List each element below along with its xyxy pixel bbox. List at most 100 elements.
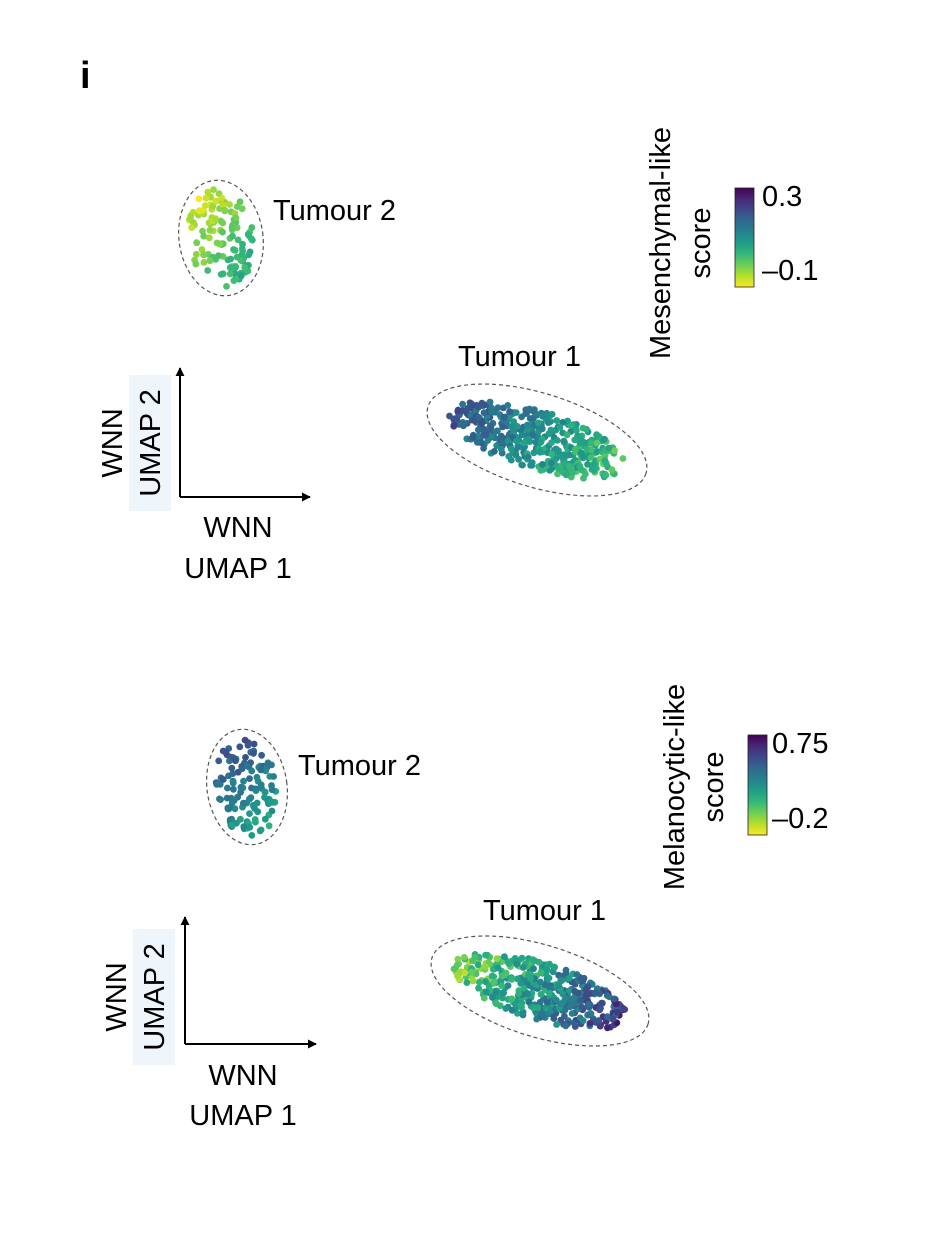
cell-point	[546, 989, 553, 997]
colorbar-title-line1: Melanocytic-like	[659, 684, 691, 890]
cell-point	[544, 419, 552, 426]
cell-point	[557, 1000, 565, 1008]
cell-point	[596, 455, 604, 463]
mesenchymal-umap-panel: Tumour 2 Tumour 1 WNN UMAP 2 WNN UMAP 1 0.3 –0.…	[97, 127, 818, 585]
cell-point	[250, 740, 258, 748]
cell-point	[230, 797, 238, 804]
cell-point	[237, 257, 245, 264]
cell-point	[539, 461, 546, 468]
cell-point	[584, 1011, 591, 1019]
cell-point	[228, 815, 236, 823]
cell-point	[525, 435, 532, 443]
cell-point	[523, 409, 530, 417]
ylabel-line2: UMAP 2	[135, 389, 167, 496]
melanocytic-umap-panel: Tumour 2 Tumour 1 WNN UMAP 2 WNN UMAP 1 0.75 –0…	[101, 684, 828, 1132]
cell-point	[186, 215, 194, 223]
cell-point	[604, 1013, 611, 1021]
cell-point	[188, 224, 196, 232]
cell-point	[474, 438, 481, 446]
cell-point	[537, 438, 545, 446]
cell-point	[250, 749, 257, 757]
cell-point	[593, 439, 601, 447]
cell-point	[232, 214, 240, 222]
cell-point	[459, 419, 467, 426]
cell-point	[602, 471, 610, 479]
cell-point	[506, 408, 513, 416]
cell-point	[555, 971, 563, 979]
cell-point	[219, 747, 227, 755]
cell-point	[257, 781, 265, 789]
cell-point	[542, 1004, 550, 1011]
cell-point	[583, 445, 591, 453]
cell-point	[543, 966, 551, 974]
cell-point	[565, 462, 573, 470]
cell-point	[498, 982, 506, 990]
cell-point	[240, 823, 248, 831]
cell-point	[270, 773, 277, 780]
cell-point	[215, 252, 222, 260]
cell-point	[247, 794, 255, 802]
cell-point	[241, 264, 249, 271]
cell-point	[499, 423, 506, 431]
cell-point	[591, 989, 599, 996]
cell-point	[217, 271, 225, 278]
ylabel-line1: WNN	[101, 962, 133, 1031]
cell-point	[548, 410, 556, 418]
cell-point	[508, 976, 516, 983]
cell-point	[265, 760, 272, 768]
cell-point	[450, 421, 458, 429]
cluster-label: Tumour 1	[483, 895, 606, 927]
cell-point	[248, 832, 256, 839]
colorbar-title-line1: Mesenchymal-like	[645, 127, 677, 359]
cell-point	[229, 232, 236, 240]
cell-point	[491, 428, 498, 436]
cell-point	[548, 439, 555, 446]
colorbar	[747, 734, 768, 836]
cell-point	[219, 201, 227, 209]
cell-point	[243, 762, 251, 770]
cell-point	[571, 436, 579, 444]
cell-point	[246, 823, 254, 831]
cell-point	[229, 770, 237, 777]
cell-point	[478, 399, 486, 407]
cell-point	[611, 447, 618, 454]
cell-point	[241, 736, 249, 744]
cell-point	[480, 444, 487, 452]
cell-point	[525, 998, 533, 1006]
cell-point	[196, 207, 203, 215]
cell-point	[513, 437, 520, 445]
cell-point	[475, 426, 482, 434]
cell-point	[512, 451, 520, 459]
cell-point	[578, 1003, 585, 1011]
cell-point	[195, 195, 203, 203]
cell-point	[500, 989, 507, 997]
cell-point	[226, 264, 234, 272]
cell-point	[524, 453, 532, 461]
ylabel-highlight	[133, 929, 175, 1065]
cell-point	[565, 451, 573, 459]
cell-point	[227, 255, 235, 263]
cell-point	[559, 419, 567, 426]
cell-point	[200, 258, 208, 266]
colorbar-min-label: –0.1	[762, 255, 818, 287]
cell-point	[520, 985, 528, 992]
cell-point	[464, 405, 472, 412]
cell-point	[484, 437, 492, 444]
cell-point	[480, 994, 488, 1002]
cell-point	[579, 1017, 587, 1025]
cell-point	[501, 971, 509, 979]
cell-point	[244, 230, 252, 238]
cell-point	[548, 459, 555, 467]
cell-point	[524, 990, 531, 997]
cell-point	[239, 240, 246, 248]
cell-point	[252, 787, 260, 794]
cell-point	[446, 412, 453, 420]
cell-point	[494, 964, 502, 972]
colorbar-min-label: –0.2	[772, 803, 828, 835]
cell-point	[533, 1015, 541, 1023]
cell-point	[566, 1003, 574, 1011]
cell-point	[518, 431, 526, 439]
cell-point	[246, 810, 253, 817]
cell-point	[226, 270, 234, 278]
